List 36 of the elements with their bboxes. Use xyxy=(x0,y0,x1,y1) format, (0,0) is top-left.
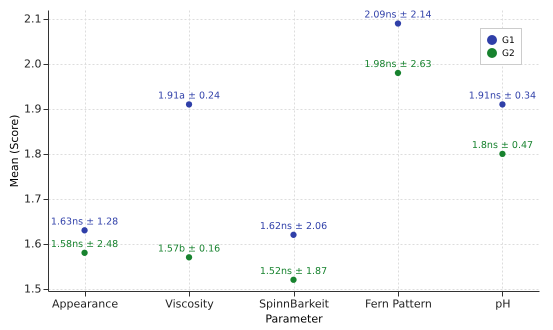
x-tick-label: Viscosity xyxy=(165,298,214,310)
data-label: 1.52ns ± 1.87 xyxy=(260,266,328,277)
y-tick-label: 1.6 xyxy=(24,237,42,250)
legend-label: G1 xyxy=(502,36,515,46)
legend-label: G2 xyxy=(502,49,515,59)
data-label: 1.91a ± 0.24 xyxy=(158,90,220,102)
data-label: 1.8ns ± 0.47 xyxy=(472,140,534,151)
point xyxy=(394,20,402,27)
point xyxy=(81,250,88,256)
point xyxy=(499,101,506,108)
point xyxy=(394,70,402,76)
point xyxy=(499,150,506,158)
data-label: 1.58ns ± 2.48 xyxy=(50,238,118,250)
y-tick-label: 1.8 xyxy=(24,147,42,160)
point xyxy=(186,101,192,108)
data-label: 2.09ns ± 2.14 xyxy=(364,9,432,20)
data-label: 1.91ns ± 0.34 xyxy=(468,90,536,102)
point xyxy=(186,254,192,260)
y-tick-label: 2.0 xyxy=(24,57,42,70)
x-axis-title: Parameter xyxy=(265,312,324,326)
data-label: 1.63ns ± 1.28 xyxy=(50,216,118,228)
y-axis-title: Mean (Score) xyxy=(8,114,22,188)
x-tick-label: pH xyxy=(495,298,511,310)
y-tick-label: 1.9 xyxy=(24,102,42,116)
data-label: 1.57b ± 0.16 xyxy=(158,243,220,254)
data-label: 1.98ns ± 2.63 xyxy=(364,58,432,70)
y-tick-label: 2.1 xyxy=(24,12,42,26)
x-tick-label: Appearance xyxy=(52,298,118,310)
data-label: 1.62ns ± 2.06 xyxy=(260,220,328,232)
y-tick-label: 1.7 xyxy=(24,192,42,206)
point xyxy=(290,232,297,238)
point xyxy=(81,227,88,234)
x-tick-label: Fern Pattern xyxy=(365,298,432,310)
x-tick-label: SpinnBarkeit xyxy=(259,298,330,310)
y-tick-label: 1.5 xyxy=(24,282,42,296)
point xyxy=(290,276,297,283)
